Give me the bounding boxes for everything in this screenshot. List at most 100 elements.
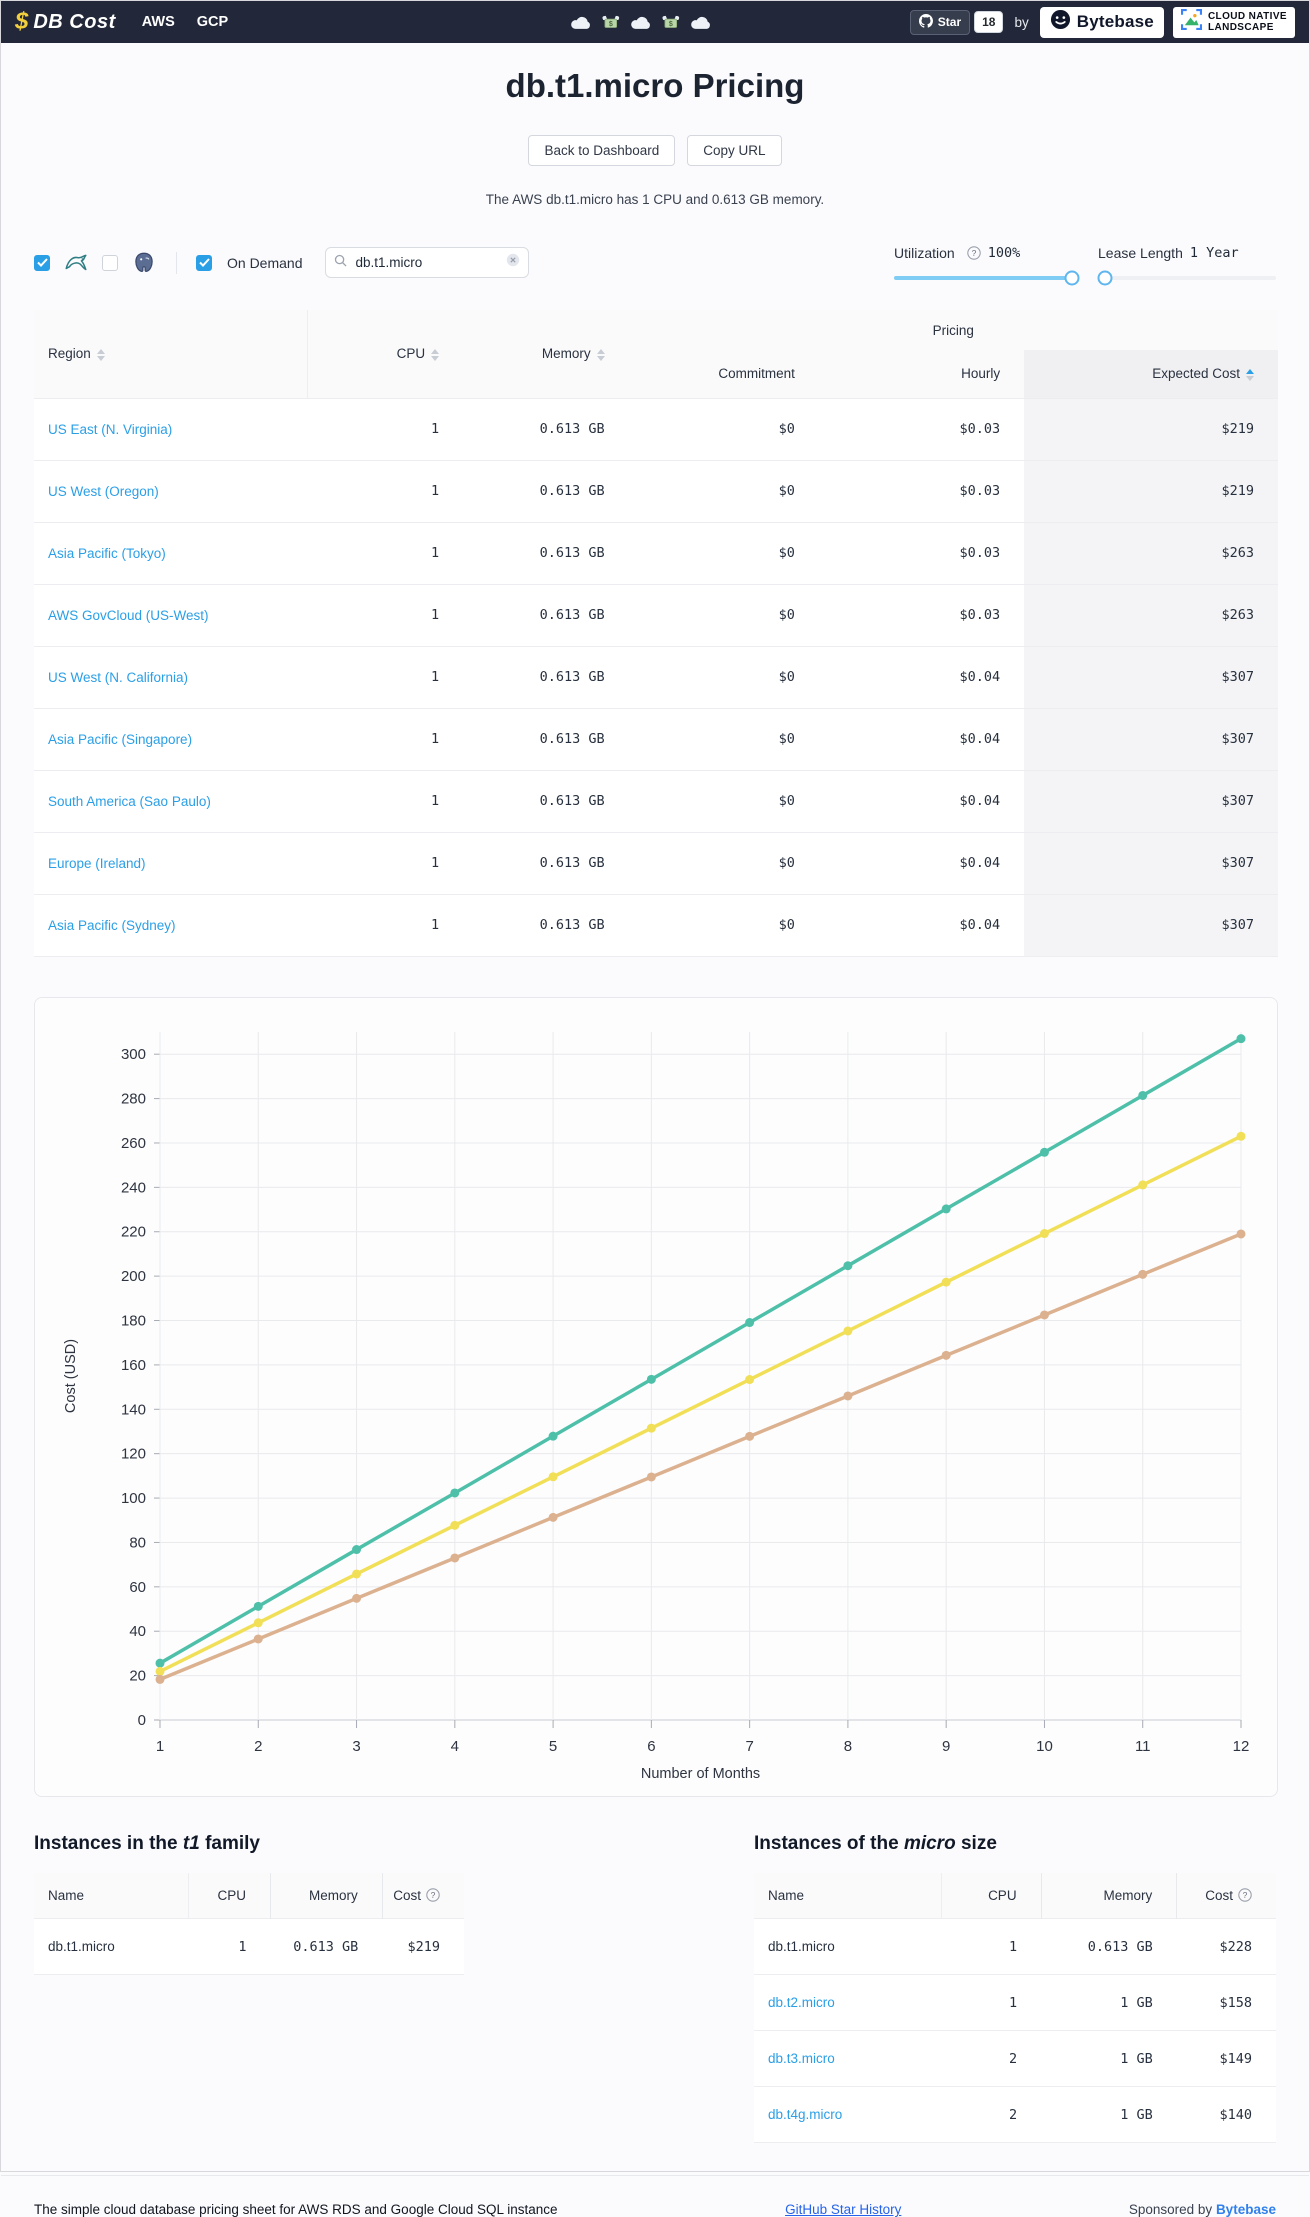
expected-cost-cell: $307 bbox=[1024, 770, 1278, 832]
svg-text:10: 10 bbox=[1036, 1738, 1053, 1755]
expected-cost-cell: $219 bbox=[1024, 398, 1278, 460]
region-link[interactable]: Asia Pacific (Sydney) bbox=[48, 917, 176, 933]
memory-cell: 0.613 GB bbox=[539, 483, 605, 499]
svg-text:160: 160 bbox=[121, 1356, 146, 1373]
size-table-row: db.t4g.micro 2 1 GB $140 bbox=[754, 2086, 1276, 2143]
size-col-cost: Cost? bbox=[1176, 1872, 1276, 1919]
region-link[interactable]: South America (Sao Paulo) bbox=[48, 793, 211, 809]
cost-chart-card: 0 20 40 60 80 100 120 140 160 180 200 220 240 260 280 3… bbox=[34, 996, 1278, 1797]
instance-name[interactable]: db.t2.micro bbox=[768, 1995, 835, 2010]
size-col-memory: Memory bbox=[1040, 1872, 1177, 1919]
commitment-cell: $0 bbox=[778, 607, 795, 623]
navbar-right: Star 18 by Bytebase CLOUD NATIVE LANDSCA… bbox=[909, 6, 1295, 38]
cost-chart: 0 20 40 60 80 100 120 140 160 180 200 220 240 260 280 3… bbox=[63, 1031, 1249, 1782]
lease-length-slider-handle[interactable] bbox=[1097, 270, 1113, 286]
commitment-cell: $0 bbox=[778, 669, 795, 685]
cpu-cell: 1 bbox=[1008, 1994, 1018, 2011]
nav-item-aws[interactable]: AWS bbox=[141, 14, 175, 30]
search-box bbox=[325, 247, 530, 278]
svg-text:20: 20 bbox=[129, 1667, 146, 1684]
instance-name[interactable]: db.t4g.micro bbox=[768, 2107, 843, 2122]
cost-cell: $149 bbox=[1219, 2050, 1252, 2067]
back-to-dashboard-button[interactable]: Back to Dashboard bbox=[528, 135, 676, 166]
nav-item-gcp[interactable]: GCP bbox=[196, 14, 229, 30]
clear-search-icon[interactable] bbox=[506, 253, 520, 272]
sponsor-bytebase-link[interactable]: Bytebase bbox=[1215, 2202, 1276, 2217]
cost-help-icon[interactable]: ? bbox=[1238, 1888, 1252, 1902]
svg-text:140: 140 bbox=[121, 1401, 146, 1418]
svg-text:0: 0 bbox=[138, 1712, 146, 1729]
github-icon bbox=[918, 13, 933, 31]
pricing-table-row: South America (Sao Paulo) 1 0.613 GB $0 … bbox=[34, 770, 1278, 832]
cloud-icon bbox=[630, 15, 652, 30]
region-link[interactable]: Europe (Ireland) bbox=[48, 855, 146, 871]
size-col-name: Name bbox=[754, 1872, 943, 1919]
expected-cost-cell: $263 bbox=[1024, 522, 1278, 584]
lease-length-slider[interactable] bbox=[1097, 270, 1276, 286]
size-table-row: db.t1.micro 1 0.613 GB $228 bbox=[754, 1918, 1276, 1975]
region-link[interactable]: Asia Pacific (Singapore) bbox=[48, 731, 193, 747]
landscape-icon bbox=[1180, 8, 1203, 35]
cloud-native-landscape-badge[interactable]: CLOUD NATIVE LANDSCAPE bbox=[1172, 6, 1295, 38]
search-input[interactable] bbox=[353, 254, 501, 271]
memory-cell: 0.613 GB bbox=[539, 793, 605, 809]
memory-cell: 0.613 GB bbox=[293, 1938, 359, 1955]
cpu-cell: 2 bbox=[1008, 2106, 1018, 2123]
expected-cost-cell: $307 bbox=[1024, 832, 1278, 894]
mysql-icon bbox=[63, 250, 89, 276]
pricing-table-row: Europe (Ireland) 1 0.613 GB $0 $0.04 $30… bbox=[34, 832, 1278, 894]
column-header-region[interactable]: Region bbox=[34, 310, 309, 398]
utilization-slider-handle[interactable] bbox=[1064, 270, 1080, 286]
column-header-cpu[interactable]: CPU bbox=[308, 310, 464, 398]
hourly-cell: $0.03 bbox=[959, 421, 1001, 437]
instance-name: db.t1.micro bbox=[48, 1939, 115, 1954]
landscape-label: CLOUD NATIVE LANDSCAPE bbox=[1207, 10, 1287, 34]
size-section: Instances of the micro size Name CPU Mem… bbox=[754, 1833, 1276, 2144]
nav-links: AWS GCP bbox=[142, 14, 228, 30]
app-logo[interactable]: $ DB Cost bbox=[15, 10, 116, 34]
commitment-cell: $0 bbox=[778, 917, 795, 933]
memory-cell: 0.613 GB bbox=[539, 669, 605, 685]
utilization-help-icon[interactable]: ? bbox=[966, 246, 981, 260]
cost-help-icon[interactable]: ? bbox=[426, 1888, 440, 1902]
svg-text:4: 4 bbox=[451, 1738, 459, 1755]
utilization-slider-block: Utilization ? 100% bbox=[894, 245, 1080, 286]
bytebase-logo[interactable]: Bytebase bbox=[1039, 6, 1164, 38]
svg-text:$: $ bbox=[609, 19, 613, 27]
region-link[interactable]: AWS GovCloud (US-West) bbox=[48, 607, 209, 623]
github-star-widget[interactable]: Star 18 bbox=[909, 9, 1004, 35]
column-header-memory[interactable]: Memory bbox=[463, 310, 628, 398]
svg-text:?: ? bbox=[431, 1890, 436, 1900]
on-demand-checkbox[interactable] bbox=[196, 254, 212, 271]
commitment-cell: $0 bbox=[778, 793, 795, 809]
family-table: Name CPU Memory Cost? db.t1.micro 1 0.61… bbox=[34, 1872, 464, 1976]
commitment-cell: $0 bbox=[778, 731, 795, 747]
expected-cost-cell: $307 bbox=[1024, 708, 1278, 770]
github-star-label: Star bbox=[937, 15, 962, 29]
cpu-cell: 1 bbox=[431, 793, 440, 809]
mysql-checkbox[interactable] bbox=[34, 254, 50, 271]
memory-cell: 0.613 GB bbox=[539, 731, 605, 747]
utilization-slider[interactable] bbox=[894, 270, 1080, 286]
column-header-expected-cost[interactable]: Expected Cost bbox=[1024, 350, 1278, 398]
instance-name[interactable]: db.t1.micro bbox=[768, 1939, 835, 1954]
on-demand-label: On Demand bbox=[227, 254, 303, 271]
svg-text:60: 60 bbox=[129, 1578, 146, 1595]
region-link[interactable]: Asia Pacific (Tokyo) bbox=[48, 545, 166, 561]
github-star-history-link[interactable]: GitHub Star History bbox=[785, 2202, 902, 2217]
hourly-cell: $0.03 bbox=[959, 607, 1001, 623]
instance-name[interactable]: db.t3.micro bbox=[768, 2051, 835, 2066]
copy-url-button[interactable]: Copy URL bbox=[687, 135, 782, 166]
sort-icon bbox=[431, 348, 440, 361]
commitment-cell: $0 bbox=[778, 421, 795, 437]
svg-text:120: 120 bbox=[121, 1445, 146, 1462]
region-link[interactable]: US East (N. Virginia) bbox=[48, 421, 173, 437]
region-link[interactable]: US West (N. California) bbox=[48, 669, 189, 685]
pricing-table-row: US West (Oregon) 1 0.613 GB $0 $0.03 $21… bbox=[34, 460, 1278, 522]
filter-bar: On Demand Utilization ? 100% Lease Lengt… bbox=[34, 245, 1276, 286]
pricing-table-row: Asia Pacific (Singapore) 1 0.613 GB $0 $… bbox=[34, 708, 1278, 770]
region-link[interactable]: US West (Oregon) bbox=[48, 483, 159, 499]
cpu-cell: 1 bbox=[238, 1938, 247, 1955]
svg-text:40: 40 bbox=[129, 1623, 146, 1640]
postgresql-checkbox[interactable] bbox=[102, 254, 118, 271]
